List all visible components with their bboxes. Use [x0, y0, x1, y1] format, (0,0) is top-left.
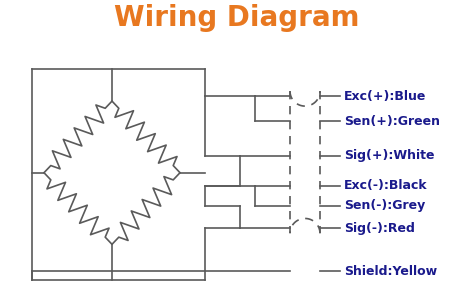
Text: Sen(-):Grey: Sen(-):Grey [344, 199, 425, 212]
Text: Sen(+):Green: Sen(+):Green [344, 114, 440, 128]
Text: Sig(+):White: Sig(+):White [344, 149, 435, 162]
Text: Exc(+):Blue: Exc(+):Blue [344, 90, 427, 103]
Text: Wiring Diagram: Wiring Diagram [114, 4, 360, 32]
Text: Exc(-):Black: Exc(-):Black [344, 179, 428, 192]
Text: Sig(-):Red: Sig(-):Red [344, 222, 415, 235]
Text: Shield:Yellow: Shield:Yellow [344, 265, 437, 278]
